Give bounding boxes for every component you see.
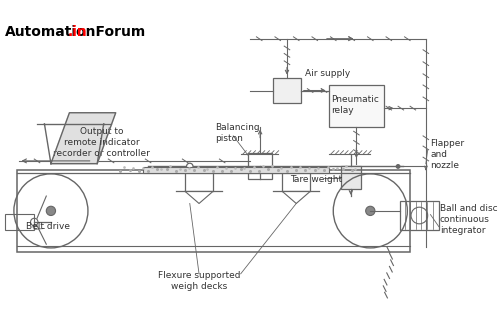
Circle shape xyxy=(396,165,400,168)
Text: Ball and disc
continuous
integrator: Ball and disc continuous integrator xyxy=(440,204,498,235)
Text: Output to
remote indicator
recorder or controller: Output to remote indicator recorder or c… xyxy=(54,127,150,158)
Text: Balancing
piston: Balancing piston xyxy=(215,123,260,143)
Bar xyxy=(340,167,361,189)
Bar xyxy=(144,167,328,173)
Circle shape xyxy=(186,163,193,170)
Bar xyxy=(400,201,439,230)
Bar xyxy=(248,153,272,179)
Text: Pneumatic
relay: Pneumatic relay xyxy=(332,95,380,115)
Text: .in: .in xyxy=(68,25,87,39)
Text: AutomationForum: AutomationForum xyxy=(4,25,146,39)
Text: Flapper
and
nozzle: Flapper and nozzle xyxy=(430,139,464,170)
Bar xyxy=(273,78,301,103)
Text: Flexure supported
weigh decks: Flexure supported weigh decks xyxy=(158,271,240,291)
Circle shape xyxy=(46,206,56,216)
Bar xyxy=(16,170,410,252)
Bar xyxy=(4,214,34,230)
Text: Belt drive: Belt drive xyxy=(26,222,70,231)
Bar xyxy=(328,85,384,127)
Text: Tare weight: Tare weight xyxy=(290,175,342,184)
Circle shape xyxy=(366,206,375,216)
Text: Air supply: Air supply xyxy=(306,69,350,78)
Polygon shape xyxy=(51,113,116,164)
